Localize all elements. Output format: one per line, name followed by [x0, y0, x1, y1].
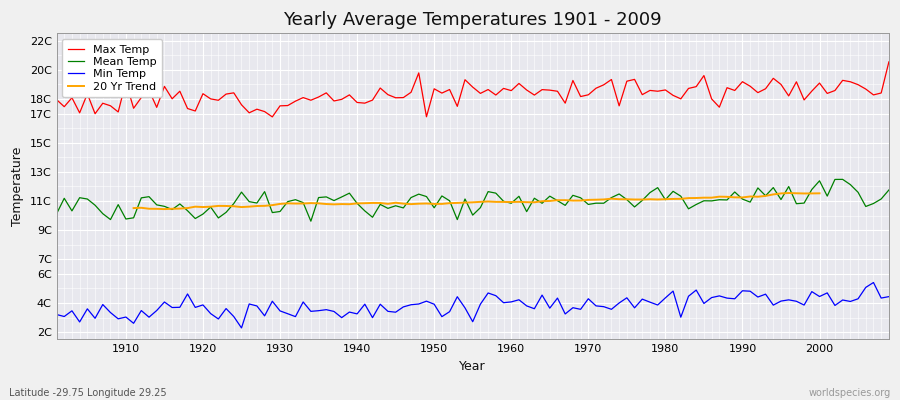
- Max Temp: [51, 97, 62, 102]
- Min Temp: [112, 316, 123, 321]
- 20 Yr Trend: [706, 195, 717, 200]
- 20 Yr Trend: [722, 194, 733, 199]
- Mean Temp: [283, 199, 293, 204]
- Max Temp: [514, 81, 525, 86]
- 20 Yr Trend: [344, 202, 355, 206]
- Mean Temp: [305, 219, 316, 224]
- Min Temp: [606, 307, 616, 312]
- 20 Yr Trend: [783, 190, 794, 195]
- Mean Temp: [837, 177, 848, 182]
- 20 Yr Trend: [798, 191, 809, 196]
- Mean Temp: [506, 201, 517, 206]
- Line: 20 Yr Trend: 20 Yr Trend: [133, 193, 820, 209]
- Legend: Max Temp, Mean Temp, Min Temp, 20 Yr Trend: Max Temp, Mean Temp, Min Temp, 20 Yr Tre…: [62, 39, 162, 97]
- Min Temp: [51, 312, 62, 317]
- Text: worldspecies.org: worldspecies.org: [809, 388, 891, 398]
- Line: Max Temp: Max Temp: [57, 62, 889, 117]
- 20 Yr Trend: [614, 197, 625, 202]
- Mean Temp: [51, 212, 62, 216]
- Title: Yearly Average Temperatures 1901 - 2009: Yearly Average Temperatures 1901 - 2009: [284, 11, 662, 29]
- Line: Mean Temp: Mean Temp: [57, 179, 889, 221]
- Min Temp: [514, 297, 525, 302]
- Max Temp: [112, 110, 123, 114]
- 20 Yr Trend: [229, 204, 239, 209]
- Min Temp: [290, 314, 301, 319]
- Y-axis label: Temperature: Temperature: [11, 147, 24, 226]
- 20 Yr Trend: [814, 191, 825, 196]
- Text: Latitude -29.75 Longitude 29.25: Latitude -29.75 Longitude 29.25: [9, 388, 166, 398]
- Mean Temp: [337, 194, 347, 199]
- Mean Temp: [514, 194, 525, 199]
- Min Temp: [236, 326, 247, 330]
- Max Temp: [337, 97, 347, 102]
- Mean Temp: [112, 202, 123, 207]
- Min Temp: [884, 294, 895, 299]
- Max Temp: [267, 114, 278, 119]
- 20 Yr Trend: [159, 207, 170, 212]
- Min Temp: [337, 315, 347, 320]
- 20 Yr Trend: [128, 206, 139, 210]
- Max Temp: [290, 99, 301, 104]
- Min Temp: [506, 300, 517, 304]
- Max Temp: [884, 60, 895, 64]
- Mean Temp: [606, 195, 616, 200]
- X-axis label: Year: Year: [459, 360, 486, 373]
- Max Temp: [506, 88, 517, 93]
- Max Temp: [606, 77, 616, 82]
- Min Temp: [868, 280, 879, 285]
- Line: Min Temp: Min Temp: [57, 282, 889, 328]
- Mean Temp: [884, 188, 895, 192]
